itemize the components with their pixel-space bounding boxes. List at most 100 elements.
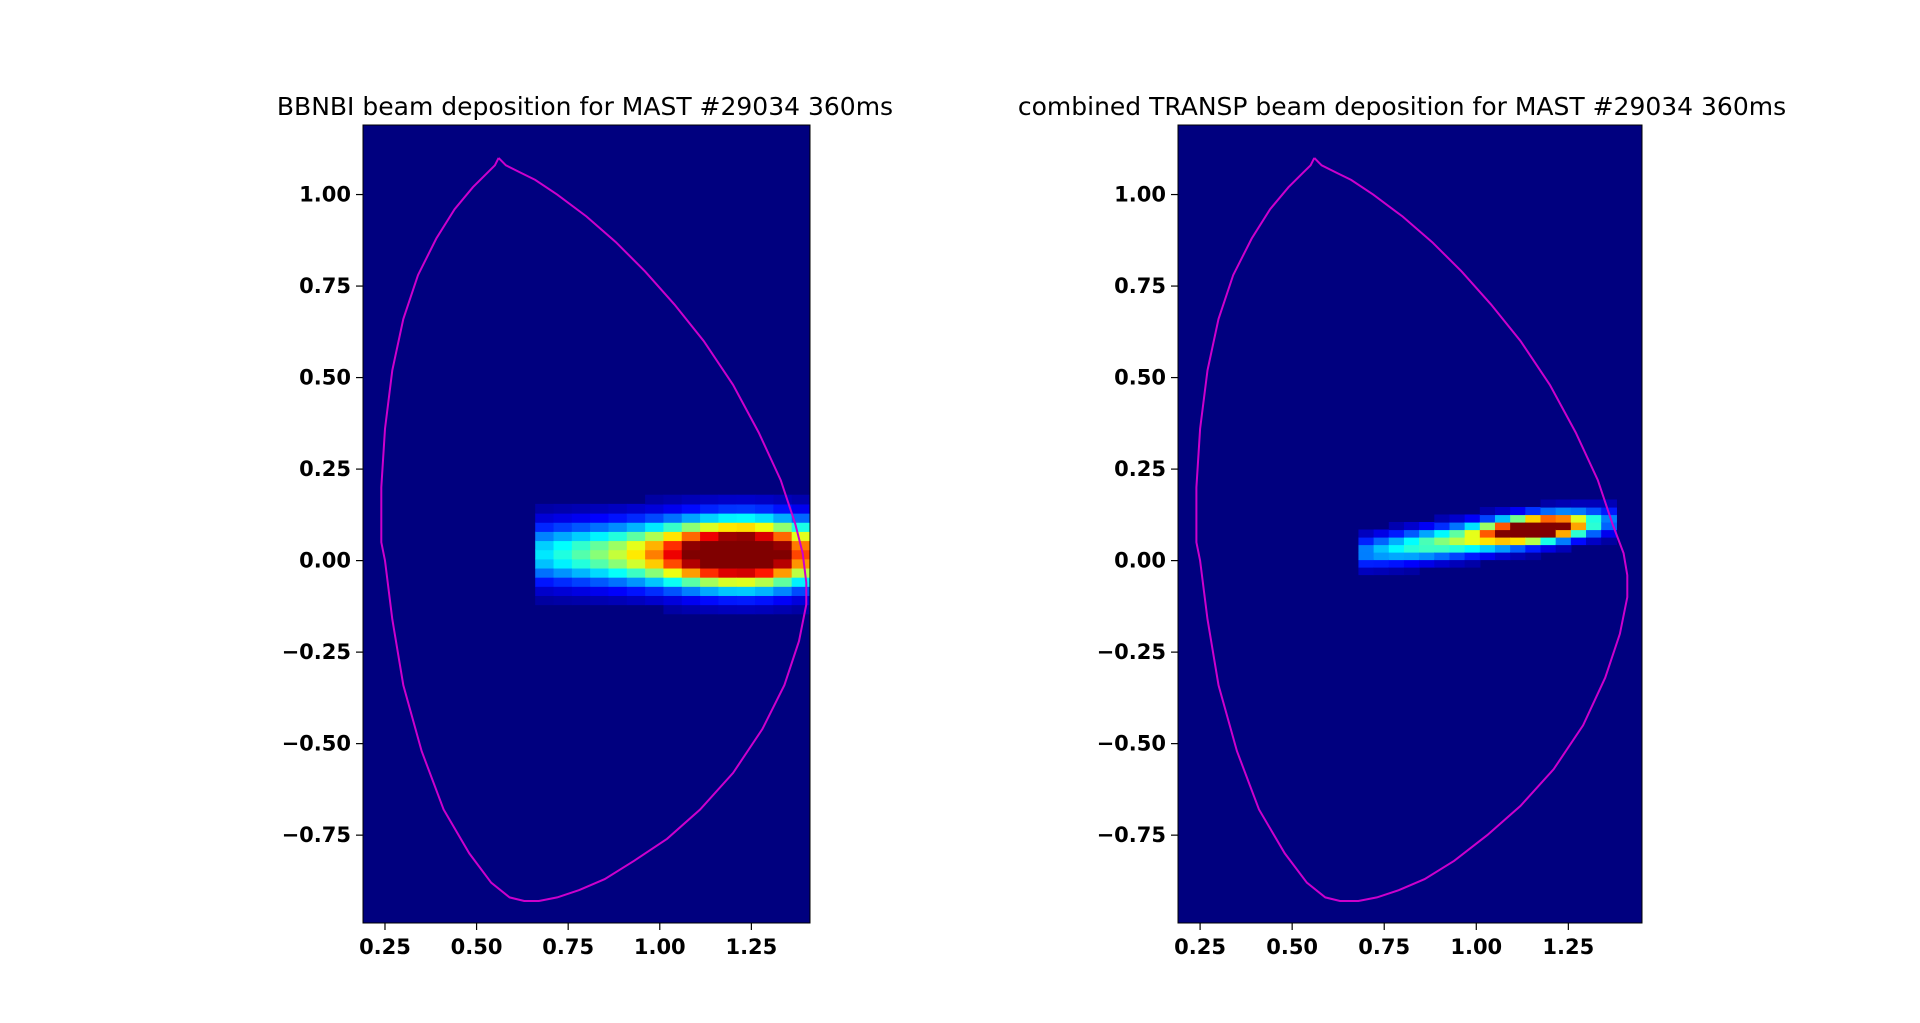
heatmap-cell (571, 567, 591, 578)
heatmap-cell (1464, 559, 1481, 568)
heatmap-cell (1358, 559, 1375, 568)
x-tick-label: 1.00 (634, 935, 686, 959)
heatmap-cell (1449, 529, 1466, 538)
heatmap-cell (535, 577, 555, 587)
heatmap-cell (1570, 521, 1587, 531)
heatmap-cell (535, 595, 555, 606)
heatmap-cell (736, 595, 756, 606)
heatmap-cell (755, 531, 774, 542)
heatmap-cell (1479, 506, 1496, 516)
heatmap-cell (1540, 544, 1557, 553)
heatmap-cell (700, 494, 720, 505)
heatmap-cell (1601, 514, 1617, 523)
heatmap-cell (700, 531, 720, 542)
y-tick-label: 0.50 (299, 366, 351, 390)
heatmap-cell (1464, 529, 1481, 538)
heatmap-cell (1510, 552, 1526, 561)
heatmap-cell (1479, 529, 1496, 538)
heatmap-cell (1434, 521, 1451, 531)
heatmap-cell (663, 595, 683, 606)
heatmap-cell (736, 586, 756, 596)
heatmap-cell (590, 558, 610, 569)
heatmap-cell (1434, 536, 1451, 546)
heatmap-cell (736, 531, 756, 542)
heatmap-cell (663, 503, 683, 514)
heatmap-cell (1510, 521, 1526, 531)
heatmap-cell (1586, 506, 1602, 516)
chart-panel-bbnbi: BBNBI beam deposition for MAST #29034 36… (277, 92, 893, 959)
heatmap-cell (553, 595, 573, 606)
heatmap-cell (1555, 521, 1572, 531)
heatmap-cell (535, 540, 555, 551)
x-tick-label: 1.25 (1542, 935, 1594, 959)
heatmap-cell (571, 577, 591, 587)
heatmap-cell (1510, 514, 1526, 523)
heatmap-cell (755, 595, 774, 606)
chart-panel-transp: combined TRANSP beam deposition for MAST… (1018, 92, 1786, 959)
heatmap-cell (1525, 536, 1542, 546)
heatmap-cell (791, 494, 810, 505)
heatmap-cell (1388, 567, 1405, 576)
heatmap-cell (1525, 552, 1542, 561)
heatmap-cell (1525, 514, 1542, 523)
heatmap-cell (1525, 529, 1542, 538)
heatmap-cell (645, 595, 665, 606)
heatmap-cell (535, 522, 555, 532)
heatmap-cell (700, 558, 720, 569)
heatmap-cell (663, 586, 683, 596)
heatmap-cell (1434, 544, 1451, 553)
plot-area (1177, 124, 1643, 924)
heatmap-cell (700, 595, 720, 606)
heatmap-cell (1540, 536, 1557, 546)
heatmap-cell (553, 531, 573, 542)
heatmap-cell (1464, 536, 1481, 546)
heatmap-cell (1570, 529, 1587, 538)
heatmap-cell (553, 540, 573, 551)
heatmap-cell (1358, 567, 1375, 576)
y-tick-label: −0.50 (282, 732, 351, 756)
heatmap-cell (681, 567, 701, 578)
heatmap-cell (663, 531, 683, 542)
heatmap-cell (645, 503, 665, 514)
heatmap-cell (681, 604, 701, 615)
heatmap-cell (1388, 552, 1405, 561)
x-tick-label: 0.25 (359, 935, 411, 959)
heatmap-cell (1434, 514, 1451, 523)
x-tick-label: 0.25 (1174, 935, 1226, 959)
heatmap-cell (736, 604, 756, 615)
heatmap-cell (755, 604, 774, 615)
heatmap-cell (1540, 499, 1557, 508)
axes-frame (1177, 124, 1643, 924)
heatmap-cell (1510, 506, 1526, 516)
heatmap-cell (535, 558, 555, 569)
heatmap-cell (736, 494, 756, 505)
heatmap-cell (1555, 544, 1572, 553)
heatmap-cell (736, 513, 756, 523)
plot-area (362, 124, 811, 924)
heatmap-cell (645, 531, 665, 542)
heatmap-cell (700, 513, 720, 523)
axes-frame (362, 124, 811, 924)
x-axis: 0.25 0.50 0.75 1.00 1.25 (359, 923, 777, 959)
y-tick-label: 0.00 (1114, 549, 1166, 573)
heatmap-cell (773, 503, 793, 514)
heatmap-cell (645, 513, 665, 523)
heatmap-cell (590, 567, 610, 578)
heatmap-cell (626, 540, 646, 551)
heatmap-cell (1403, 536, 1420, 546)
heatmap-cell (755, 567, 774, 578)
heatmap-cell (736, 577, 756, 587)
heatmap-cell (626, 549, 646, 560)
heatmap-cell (773, 531, 793, 542)
y-tick-label: 0.00 (299, 549, 351, 573)
heatmap-cell (1464, 521, 1481, 531)
heatmap-cell (791, 586, 810, 596)
chart-title: combined TRANSP beam deposition for MAST… (1018, 92, 1786, 121)
heatmap-cell (1419, 529, 1435, 538)
heatmap-cell (645, 558, 665, 569)
heatmap-cell (590, 522, 610, 532)
heatmap-cell (1434, 559, 1451, 568)
heatmap-cell (1570, 499, 1587, 508)
heatmap-cell (718, 604, 738, 615)
heatmap-cell (1586, 499, 1602, 508)
